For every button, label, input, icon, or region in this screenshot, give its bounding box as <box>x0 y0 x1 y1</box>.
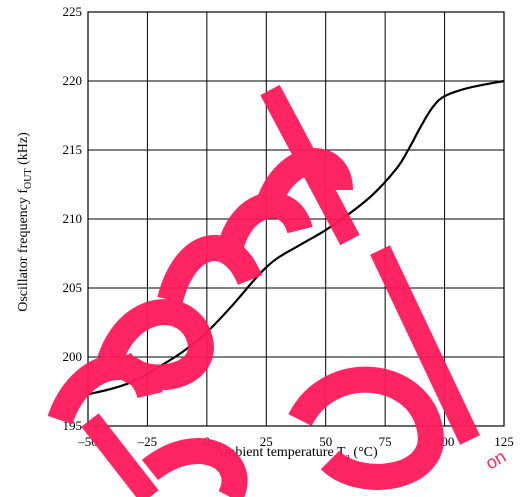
x-tick-label-7: 125 <box>494 434 514 449</box>
watermark-letter-d <box>288 366 444 490</box>
y-tick-label-1: 200 <box>63 349 83 364</box>
watermark-letter-a <box>97 299 214 391</box>
x-axis-title-unit: (°C) <box>350 445 378 460</box>
watermark-letter-d-stem <box>370 245 480 445</box>
watermark-letter-l2 <box>81 413 159 497</box>
y-axis-title-sub: OUT <box>23 168 34 189</box>
cancelled-watermark: on <box>47 84 509 497</box>
x-axis-title-main: Ambient temperature T <box>214 445 346 460</box>
y-tick-label-4: 215 <box>63 142 83 157</box>
y-axis-title: Oscillator frequency fOUT (kHz) <box>16 132 34 312</box>
plot-frame <box>87 11 505 427</box>
watermark-letter-n <box>157 235 263 304</box>
y-axis-title-main: Oscillator frequency f <box>16 189 31 312</box>
series-line-0 <box>87 79 505 396</box>
y-tick-label-6: 225 <box>63 4 83 19</box>
watermark-letter-e2 <box>141 438 248 497</box>
x-tick-label-5: 75 <box>379 434 392 449</box>
watermark-letter-l <box>260 84 360 246</box>
x-tick-label-3: 25 <box>260 434 273 449</box>
series-layer <box>87 79 505 396</box>
y-tick-label-3: 210 <box>63 211 83 226</box>
watermark-small-text: on <box>482 446 509 473</box>
y-axis-title-unit: (kHz) <box>16 132 31 168</box>
plot-border <box>87 11 505 427</box>
x-tick-label-1: –25 <box>137 434 158 449</box>
watermark-letter-c2 <box>217 192 313 254</box>
x-tick-label-4: 50 <box>319 434 332 449</box>
y-tick-label-5: 220 <box>63 73 83 88</box>
y-tick-label-2: 205 <box>63 280 83 295</box>
